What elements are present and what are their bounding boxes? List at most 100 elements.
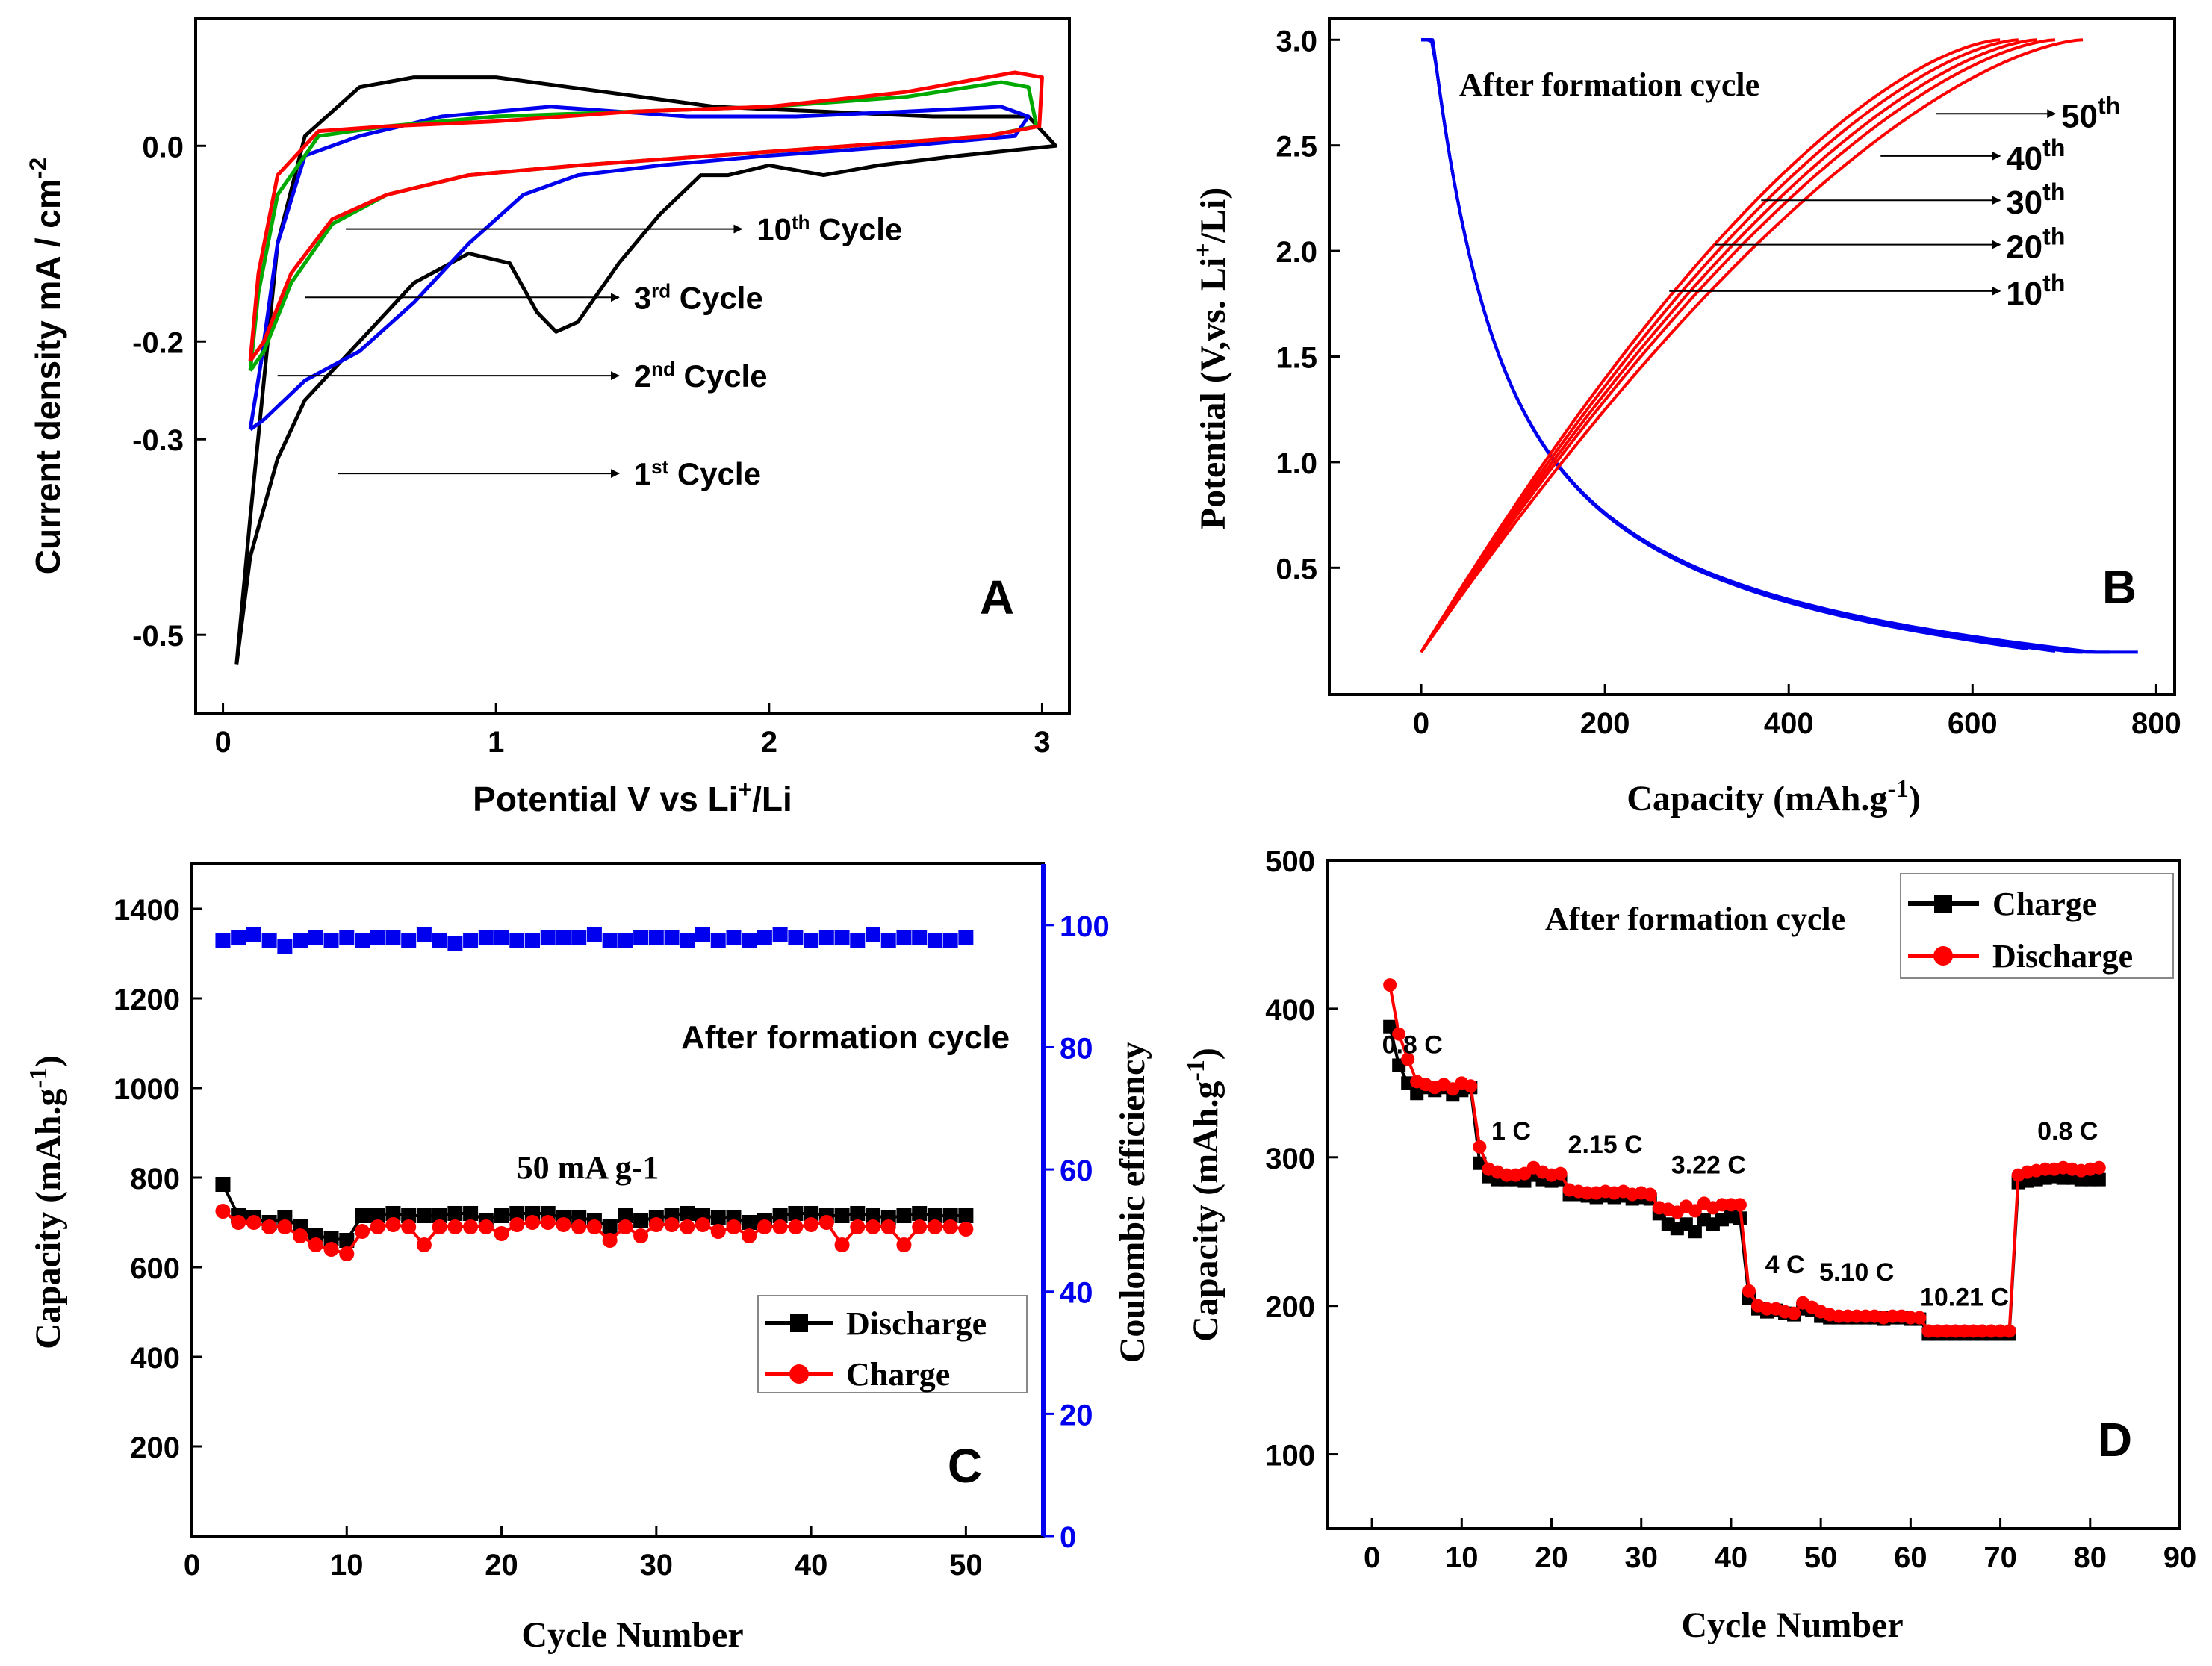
panel-d-point-discharge [1643,1187,1657,1202]
panel-b-annotation-label: 20th [2006,223,2065,266]
panel-c-point-charge [602,1233,618,1248]
panel-c-xtick-label: 0 [184,1549,200,1582]
panel-c-point-charge [463,1219,479,1234]
panel-d-point-discharge [1733,1198,1747,1212]
panel-d-rate-label: 3.22 C [1671,1151,1746,1180]
panel-c-point-charge [478,1219,494,1234]
panel-c-point-discharge [866,1208,880,1223]
panel-c-point-coulombic-efficiency [648,930,664,945]
panel-c-point-charge [680,1219,695,1234]
panel-c-legend-charge-marker [789,1364,809,1384]
panel-c-point-discharge [958,1208,974,1223]
panel-c-point-discharge [710,1210,726,1225]
panel-b-xtick-label: 800 [2131,707,2181,740]
panel-c-point-charge [648,1217,664,1232]
panel-c-point-coulombic-efficiency [540,930,556,945]
panel-c-point-coulombic-efficiency [834,930,850,945]
panel-c-point-discharge [850,1206,866,1221]
panel-c-point-coulombic-efficiency [370,930,385,945]
panel-c-point-charge [432,1219,447,1234]
panel-c-point-charge [494,1226,509,1241]
panel-c-y2tick-label: 0 [1060,1521,1076,1554]
panel-c-point-charge [416,1237,432,1252]
panel-d-xtick-label: 40 [1715,1541,1748,1574]
panel-c-point-discharge [927,1208,942,1223]
panel-c-point-discharge [355,1208,370,1223]
panel-c-point-coulombic-efficiency [818,930,834,945]
panel-b-xtick-label: 200 [1580,707,1630,740]
panel-b-title: After formation cycle [1459,66,1759,103]
panel-c-point-charge [804,1217,819,1232]
panel-d-rate-label: 4 C [1765,1251,1805,1279]
panel-c-legend-discharge-marker [790,1314,808,1332]
panel-c-legend-box [757,1295,1028,1393]
panel-c-point-coulombic-efficiency [772,927,788,942]
panel-c-point-charge [509,1217,525,1232]
panel-c-point-charge [525,1215,540,1230]
panel-c-point-coulombic-efficiency [246,927,261,942]
panel-b-charge-curve [1420,38,2037,653]
panel-c-point-discharge [509,1206,525,1221]
panel-b-charge-curve [1420,38,2084,653]
panel-c-point-coulombic-efficiency [880,933,896,948]
panel-b-series [1420,38,2138,654]
panel-c-y2tick-label: 80 [1060,1032,1093,1065]
panel-c-point-charge [788,1219,804,1234]
panel-d-xlabel: Cycle Number [1681,1606,1903,1645]
panel-b-discharge-curve [1421,38,2110,654]
panel-c-point-charge [215,1204,231,1219]
panel-b-discharge-curve [1421,38,2138,654]
panel-c-point-discharge [680,1206,695,1221]
panel-d-point-discharge [1688,1204,1702,1218]
panel-b-annotation-label: 30th [2006,178,2065,221]
panel-c-point-coulombic-efficiency [556,930,571,945]
panel-d-ylabel: Capacity (mAh.g-1) [1182,1048,1226,1342]
panel-c-xticks: 0 10 20 30 40 50 [184,1526,983,1582]
panel-c-point-charge [231,1215,246,1230]
panel-b-discharge-curve [1421,38,2028,650]
panel-c-point-discharge [339,1233,355,1248]
panel-c-point-charge [323,1242,339,1257]
panel-c-point-coulombic-efficiency [866,927,880,942]
panel-c-point-coulombic-efficiency [416,927,432,942]
panel-d-xtick-label: 0 [1364,1541,1380,1574]
panel-c-point-discharge [323,1231,339,1246]
panel-d-rate-label: 2.15 C [1568,1131,1643,1159]
panel-c-ytick-label: 1000 [114,1073,180,1106]
panel-a-xtick-label: 3 [1034,726,1050,759]
panel-a-annotations: 10th Cycle 3rd Cycle 2nd Cycle 1st Cycle [277,211,902,491]
panel-a-series-3 [248,80,1039,372]
panel-c-point-discharge [447,1206,463,1221]
panel-c-point-charge [742,1228,757,1243]
panel-c-point-charge [277,1219,293,1234]
panel-c-point-coulombic-efficiency [927,933,942,948]
panel-c-point-discharge [772,1208,788,1223]
panel-c-point-charge [726,1219,742,1234]
panel-c-point-coulombic-efficiency [308,930,323,945]
panel-c-y2tick-label: 20 [1060,1399,1093,1432]
panel-c-point-coulombic-efficiency [323,933,339,948]
panel-d-ytick-label: 300 [1265,1143,1315,1175]
panel-c-y2tick-label: 40 [1060,1277,1093,1310]
panel-d-point-discharge [2092,1160,2106,1175]
panel-c-point-charge [942,1219,958,1234]
panel-b-charge-curve [1420,38,2019,653]
panel-c-ytick-label: 200 [130,1432,180,1464]
panel-a-xtick-label: 2 [761,726,777,759]
panel-c-point-discharge [618,1208,633,1223]
panel-a: 0 1 2 3 0.0 -0.2 -0.3 -0.5 10th Cycle 3rd Cycle… [25,17,1071,818]
panel-d-ytick-label: 200 [1265,1291,1315,1324]
panel-d-legend: Charge Discharge [1900,873,2174,979]
panel-b-ytick-label: 3.0 [1276,25,1317,57]
panel-c-point-coulombic-efficiency [804,933,819,948]
panel-d-point-discharge [1913,1311,1927,1325]
panel-c-y2tick-label: 100 [1060,910,1110,943]
panel-c-point-coulombic-efficiency [757,930,772,945]
panel-a-annotation-label: 10th Cycle [757,211,902,247]
panel-c-legend-charge-label: Charge [846,1356,950,1393]
panel-b-ytick-label: 2.0 [1276,236,1317,269]
panel-a-xtick-label: 0 [214,726,231,759]
panel-b-annotation-label: 40th [2006,134,2065,177]
panel-c-point-charge [293,1228,308,1243]
